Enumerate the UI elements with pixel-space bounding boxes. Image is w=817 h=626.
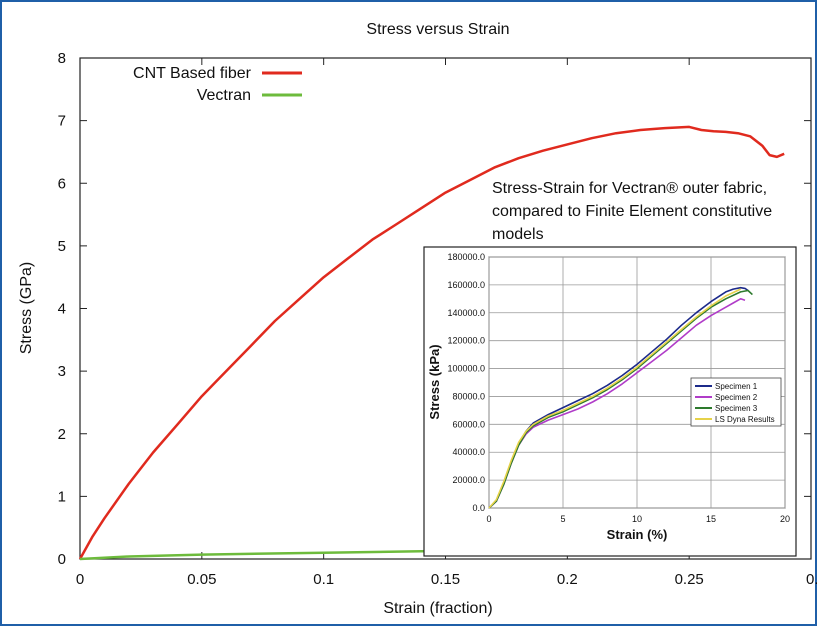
inset-y-tick-label: 40000.0 bbox=[452, 447, 485, 457]
x-tick-label: 0.15 bbox=[431, 571, 460, 588]
inset-x-tick-label: 15 bbox=[706, 514, 716, 524]
y-tick-label: 0 bbox=[58, 551, 66, 568]
inset-legend-label: Specimen 2 bbox=[715, 393, 758, 402]
x-tick-label: 0.25 bbox=[675, 571, 704, 588]
inset-y-tick-label: 60000.0 bbox=[452, 419, 485, 429]
x-tick-label: 0.05 bbox=[187, 571, 216, 588]
inset-title-line-2: compared to Finite Element constitutive bbox=[492, 203, 772, 220]
inset-y-tick-label: 160000.0 bbox=[447, 280, 485, 290]
inset-y-tick-label: 180000.0 bbox=[447, 252, 485, 262]
y-tick-label: 1 bbox=[58, 488, 66, 505]
x-tick-label: 0 bbox=[76, 571, 84, 588]
inset-y-axis-label: Stress (kPa) bbox=[427, 344, 442, 419]
x-tick-label: 0.1 bbox=[313, 571, 334, 588]
inset-series-lines bbox=[488, 286, 753, 509]
inset-y-tick-label: 140000.0 bbox=[447, 308, 485, 318]
legend-label-cnt: CNT Based fiber bbox=[133, 65, 252, 82]
inset-y-tick-label: 100000.0 bbox=[447, 364, 485, 374]
inset-legend-label: Specimen 3 bbox=[715, 404, 758, 413]
y-tick-label: 8 bbox=[58, 50, 66, 67]
inset-y-tick-label: 120000.0 bbox=[447, 336, 485, 346]
inset-legend-label: LS Dyna Results bbox=[715, 415, 775, 424]
inset-series-line-ls-dyna-results bbox=[488, 288, 741, 509]
legend-label-vectran: Vectran bbox=[197, 87, 251, 104]
main-legend: CNT Based fiber Vectran bbox=[133, 65, 302, 104]
inset-x-tick-label: 5 bbox=[560, 514, 565, 524]
inset-series-line-specimen-3 bbox=[488, 289, 753, 509]
inset-y-tick-label: 80000.0 bbox=[452, 391, 485, 401]
inset-title: Stress-Strain for Vectran® outer fabric,… bbox=[492, 180, 772, 243]
y-tick-label: 3 bbox=[58, 363, 66, 380]
y-tick-label: 6 bbox=[58, 175, 66, 192]
inset-legend: Specimen 1 Specimen 2 Specimen 3 LS Dyna Re… bbox=[690, 377, 782, 427]
inset-y-tick-label: 20000.0 bbox=[452, 475, 485, 485]
y-tick-label: 5 bbox=[58, 238, 66, 255]
main-x-axis-label: Strain (fraction) bbox=[383, 600, 492, 617]
x-tick-label: 0.2 bbox=[557, 571, 578, 588]
x-tick-label: 0.3 bbox=[806, 571, 817, 588]
series-line-cnt-based-fiber bbox=[78, 125, 785, 560]
chart-title: Stress versus Strain bbox=[366, 21, 509, 38]
inset-legend-label: Specimen 1 bbox=[715, 382, 758, 391]
inset-axis-ticks: 0 5 10 15 20 0.0 20000.0 40000.0 60000.0 80000.0 1… bbox=[447, 252, 790, 524]
inset-x-tick-label: 10 bbox=[632, 514, 642, 524]
inset-title-line-1: Stress-Strain for Vectran® outer fabric, bbox=[492, 180, 767, 197]
main-axis-ticks: 00.050.10.150.20.250.3012345678 bbox=[58, 50, 817, 588]
inset-x-axis-label: Strain (%) bbox=[607, 527, 668, 542]
inset-x-tick-label: 20 bbox=[780, 514, 790, 524]
inset-x-tick-label: 0 bbox=[486, 514, 491, 524]
y-tick-label: 7 bbox=[58, 113, 66, 130]
inset-title-line-3: models bbox=[492, 226, 544, 243]
y-tick-label: 2 bbox=[58, 426, 66, 443]
inset-y-tick-label: 0.0 bbox=[472, 503, 485, 513]
y-tick-label: 4 bbox=[58, 301, 66, 318]
main-y-axis-label: Stress (GPa) bbox=[18, 262, 35, 354]
